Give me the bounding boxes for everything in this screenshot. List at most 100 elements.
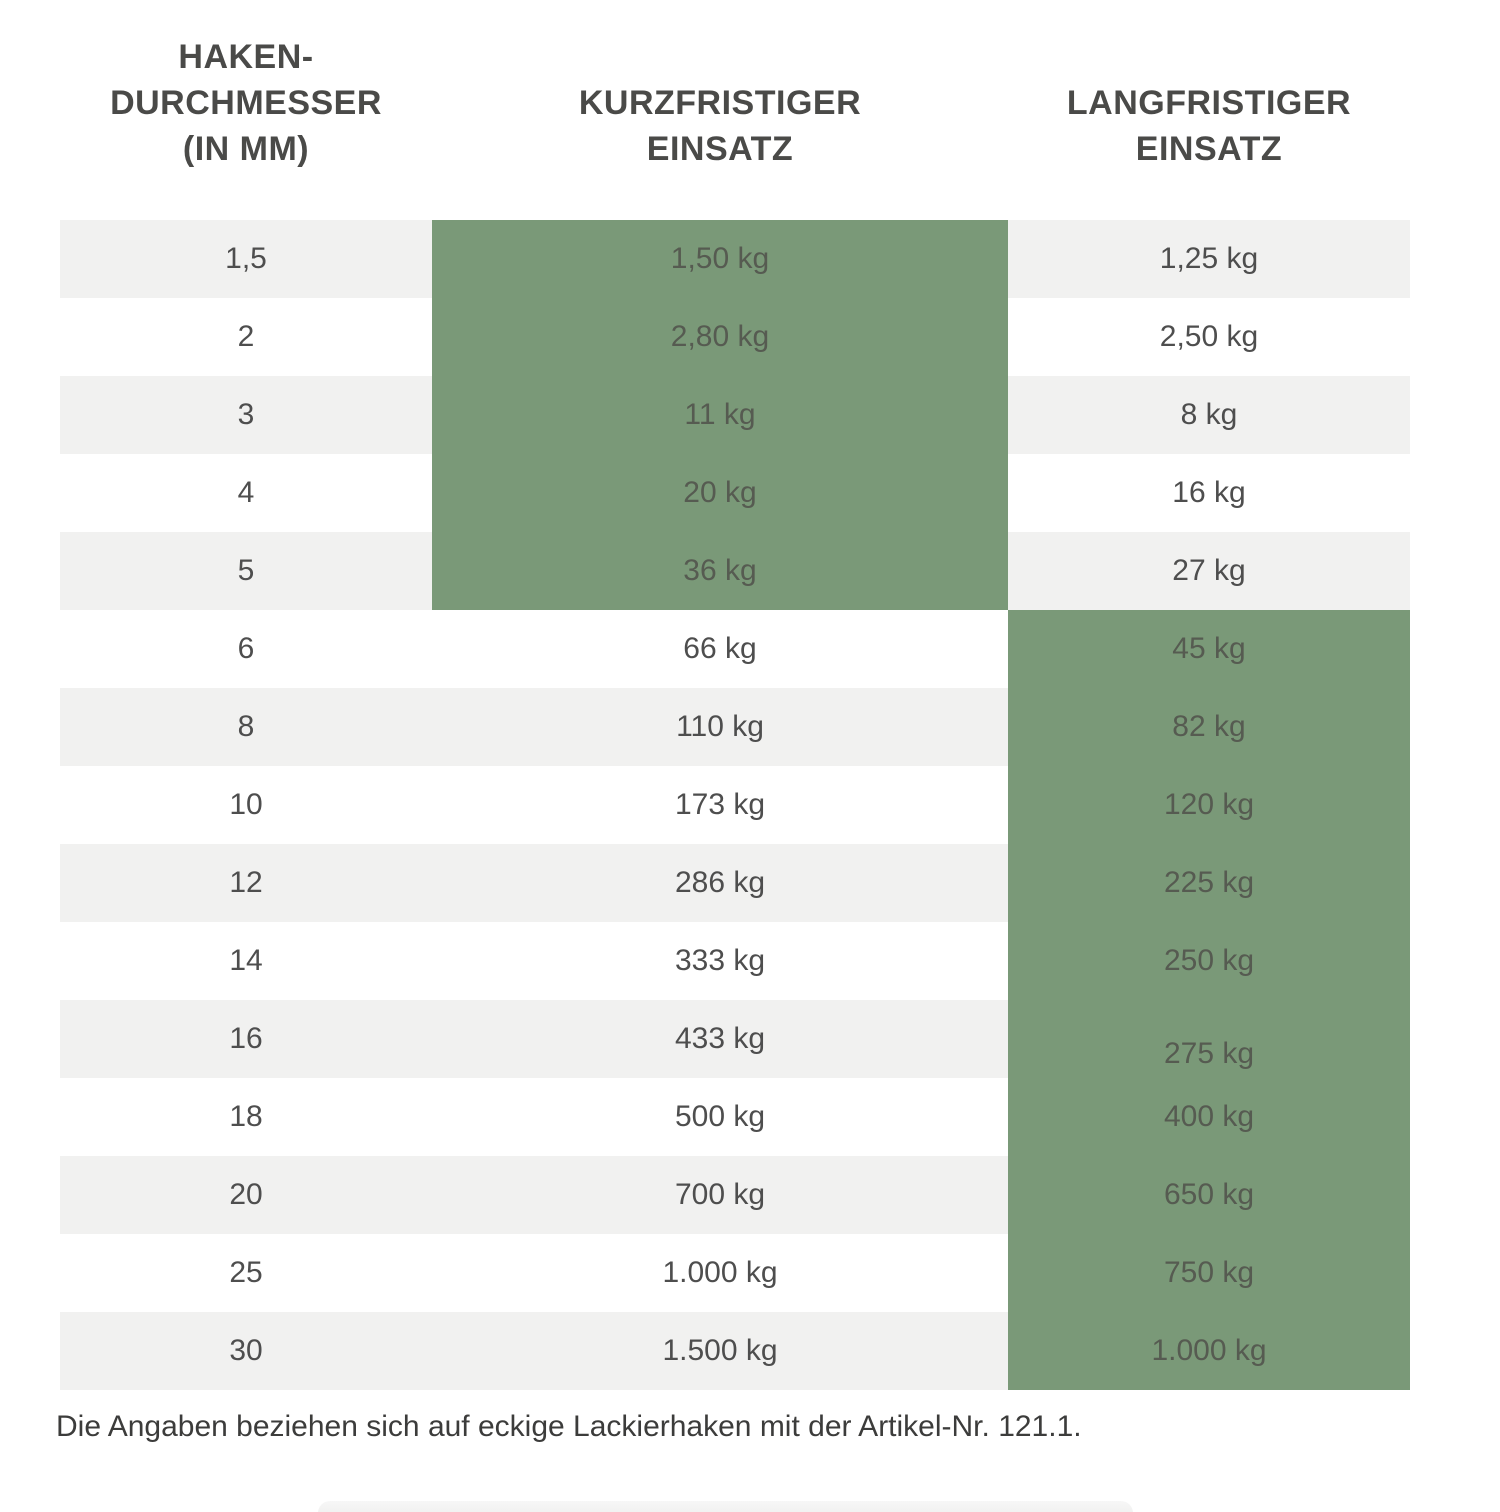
langfristig-cell: 275 kg	[1008, 1000, 1410, 1078]
kurzfristig-cell: 1.500 kg	[432, 1312, 1008, 1390]
kurzfristig-cell-value: 333 kg	[674, 944, 766, 977]
langfristig-cell-value: 275 kg	[1163, 1037, 1255, 1070]
diameter-cell: 6	[60, 610, 432, 688]
langfristig-cell-value: 120 kg	[1163, 788, 1255, 821]
diameter-cell: 30	[60, 1312, 432, 1390]
langfristig-cell: 120 kg	[1008, 766, 1410, 844]
table-row: 12 286 kg 225 kg	[60, 844, 1410, 922]
kurzfristig-cell-value: 2,80 kg	[670, 320, 770, 353]
kurzfristig-cell: 333 kg	[432, 922, 1008, 1000]
kurzfristig-cell: 2,80 kg	[432, 298, 1008, 376]
langfristig-cell: 650 kg	[1008, 1156, 1410, 1234]
diameter-cell: 2	[60, 298, 432, 376]
table-row: 8 110 kg 82 kg	[60, 688, 1410, 766]
kurzfristig-cell: 11 kg	[432, 376, 1008, 454]
diameter-cell: 3	[60, 376, 432, 454]
kurzfristig-cell: 1.000 kg	[432, 1234, 1008, 1312]
table-row: 3 11 kg 8 kg	[60, 376, 1410, 454]
langfristig-cell-value: 8 kg	[1180, 398, 1238, 431]
langfristig-cell: 750 kg	[1008, 1234, 1410, 1312]
langfristig-cell-value: 1,25 kg	[1159, 242, 1259, 275]
header-langfristiger-einsatz: LANGFRISTIGER EINSATZ	[1066, 84, 1352, 168]
diameter-cell: 14	[60, 922, 432, 1000]
langfristig-cell-value: 1.000 kg	[1151, 1334, 1267, 1367]
diameter-cell-value: 4	[237, 476, 255, 509]
diameter-cell: 25	[60, 1234, 432, 1312]
table-row: 4 20 kg 16 kg	[60, 454, 1410, 532]
kurzfristig-cell: 500 kg	[432, 1078, 1008, 1156]
langfristig-cell: 27 kg	[1008, 532, 1410, 610]
diameter-cell: 1,5	[60, 220, 432, 298]
kurzfristig-cell-value: 1.000 kg	[662, 1256, 778, 1289]
kurzfristig-cell-value: 433 kg	[674, 1022, 766, 1055]
diameter-cell-value: 25	[229, 1256, 263, 1289]
kurzfristig-cell: 110 kg	[432, 688, 1008, 766]
kurzfristig-cell-value: 20 kg	[683, 476, 757, 509]
langfristig-cell: 16 kg	[1008, 454, 1410, 532]
diameter-cell-value: 6	[237, 632, 255, 665]
kurzfristig-cell-value: 173 kg	[674, 788, 766, 821]
diameter-cell-value: 30	[229, 1334, 263, 1367]
table-row: 20 700 kg 650 kg	[60, 1156, 1410, 1234]
diameter-cell: 20	[60, 1156, 432, 1234]
kurzfristig-cell-value: 286 kg	[674, 866, 766, 899]
langfristig-cell-value: 27 kg	[1172, 554, 1246, 587]
footnote: Die Angaben beziehen sich auf eckige Lac…	[56, 1410, 1082, 1443]
table-row: 6 66 kg 45 kg	[60, 610, 1410, 688]
diameter-cell-value: 20	[229, 1178, 263, 1211]
langfristig-cell: 225 kg	[1008, 844, 1410, 922]
diameter-cell-value: 14	[229, 944, 263, 977]
kurzfristig-cell: 700 kg	[432, 1156, 1008, 1234]
diameter-cell-value: 18	[229, 1100, 263, 1133]
table-row: 10 173 kg 120 kg	[60, 766, 1410, 844]
capacity-table: 1,5 1,50 kg 1,25 kg 2 2,80 kg 2,50 kg 3 11 kg 8 …	[60, 220, 1410, 1390]
diameter-cell: 4	[60, 454, 432, 532]
diameter-cell: 16	[60, 1000, 432, 1078]
diameter-cell: 5	[60, 532, 432, 610]
table-row: 30 1.500 kg 1.000 kg	[60, 1312, 1410, 1390]
langfristig-cell-value: 400 kg	[1163, 1100, 1255, 1133]
table-row: 18 500 kg 400 kg	[60, 1078, 1410, 1156]
table-row: 2 2,80 kg 2,50 kg	[60, 298, 1410, 376]
kurzfristig-cell: 433 kg	[432, 1000, 1008, 1078]
diameter-cell-value: 3	[237, 398, 255, 431]
kurzfristig-cell: 173 kg	[432, 766, 1008, 844]
langfristig-cell: 2,50 kg	[1008, 298, 1410, 376]
langfristig-cell-value: 82 kg	[1172, 710, 1246, 743]
table-row: 16 433 kg 275 kg	[60, 1000, 1410, 1078]
langfristig-cell-value: 225 kg	[1163, 866, 1255, 899]
header-kurzfristiger-einsatz: KURZFRISTIGER EINSATZ	[578, 84, 862, 168]
diameter-cell-value: 16	[229, 1022, 263, 1055]
langfristig-cell-value: 250 kg	[1163, 944, 1255, 977]
langfristig-cell-value: 750 kg	[1163, 1256, 1255, 1289]
kurzfristig-cell-value: 1.500 kg	[662, 1334, 778, 1367]
langfristig-cell: 82 kg	[1008, 688, 1410, 766]
kurzfristig-cell-value: 1,50 kg	[670, 242, 770, 275]
diameter-cell: 18	[60, 1078, 432, 1156]
langfristig-cell: 1,25 kg	[1008, 220, 1410, 298]
next-section-card-top	[318, 1501, 1133, 1512]
diameter-cell: 10	[60, 766, 432, 844]
kurzfristig-cell-value: 110 kg	[676, 710, 764, 743]
kurzfristig-cell: 1,50 kg	[432, 220, 1008, 298]
langfristig-cell-value: 650 kg	[1163, 1178, 1255, 1211]
table-header-row: HAKEN- DURCHMESSER (IN MM) KURZFRISTIGER…	[60, 30, 1410, 172]
langfristig-cell: 8 kg	[1008, 376, 1410, 454]
table-row: 25 1.000 kg 750 kg	[60, 1234, 1410, 1312]
langfristig-cell-value: 2,50 kg	[1159, 320, 1259, 353]
kurzfristig-cell-value: 500 kg	[674, 1100, 766, 1133]
kurzfristig-cell: 286 kg	[432, 844, 1008, 922]
langfristig-cell: 1.000 kg	[1008, 1312, 1410, 1390]
diameter-cell-value: 10	[229, 788, 263, 821]
diameter-cell-value: 1,5	[225, 242, 267, 275]
kurzfristig-cell: 36 kg	[432, 532, 1008, 610]
diameter-cell-value: 5	[237, 554, 255, 587]
table-row: 5 36 kg 27 kg	[60, 532, 1410, 610]
langfristig-cell: 45 kg	[1008, 610, 1410, 688]
kurzfristig-cell-value: 36 kg	[683, 554, 757, 587]
table-row: 14 333 kg 250 kg	[60, 922, 1410, 1000]
header-haken-durchmesser: HAKEN- DURCHMESSER (IN MM)	[110, 38, 382, 168]
kurzfristig-cell-value: 700 kg	[674, 1178, 766, 1211]
diameter-cell: 8	[60, 688, 432, 766]
